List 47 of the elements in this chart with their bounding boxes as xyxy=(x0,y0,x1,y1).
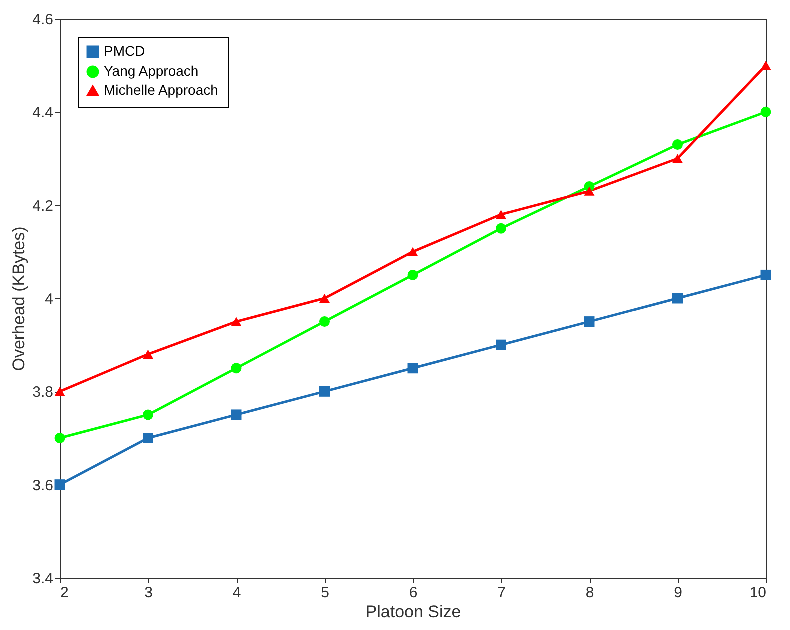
point xyxy=(672,154,683,164)
point xyxy=(672,140,683,150)
y-tick-label: 4 xyxy=(45,291,54,308)
x-axis-title: Platoon Size xyxy=(366,602,462,622)
point xyxy=(584,186,595,196)
x-tick-label: 6 xyxy=(409,584,418,602)
point xyxy=(408,247,418,256)
point xyxy=(231,317,242,326)
point xyxy=(320,294,330,304)
point xyxy=(320,316,330,328)
x-tick-label: 7 xyxy=(498,584,506,602)
point xyxy=(231,363,242,374)
point xyxy=(143,433,154,444)
y-tick-label: 4.6 xyxy=(32,12,54,28)
point xyxy=(408,270,418,280)
point xyxy=(320,386,330,397)
x-tick-label: 8 xyxy=(586,584,594,602)
point xyxy=(54,433,66,444)
point xyxy=(408,363,418,374)
legend-label: Michelle Approach xyxy=(104,82,218,98)
point xyxy=(760,61,772,70)
x-tick-label: 10 xyxy=(750,584,766,602)
y-axis-title: Overhead (KBytes) xyxy=(10,226,29,372)
point xyxy=(760,270,772,280)
point xyxy=(672,293,683,304)
x-tick-label: 5 xyxy=(321,584,330,602)
legend-label: Yang Approach xyxy=(104,63,199,79)
y-tick-label: 3.4 xyxy=(32,570,54,588)
x-tick-label: 4 xyxy=(232,584,242,602)
point xyxy=(496,210,506,220)
legend-label: PMCD xyxy=(104,43,146,59)
point xyxy=(584,316,595,328)
x-tick-label: 2 xyxy=(60,584,69,602)
x-tick-label: 9 xyxy=(674,584,682,602)
point xyxy=(54,480,66,490)
point xyxy=(231,410,242,420)
y-tick-label: 3.6 xyxy=(32,477,54,494)
point xyxy=(143,410,154,420)
point xyxy=(143,350,154,359)
point xyxy=(54,387,66,396)
point xyxy=(496,340,506,350)
y-tick-label: 4.4 xyxy=(32,104,54,122)
y-tick-label: 3.8 xyxy=(32,384,54,402)
y-tick-label: 4.2 xyxy=(32,198,54,215)
point xyxy=(496,223,506,234)
x-tick-label: 3 xyxy=(144,584,153,602)
point xyxy=(760,106,772,118)
